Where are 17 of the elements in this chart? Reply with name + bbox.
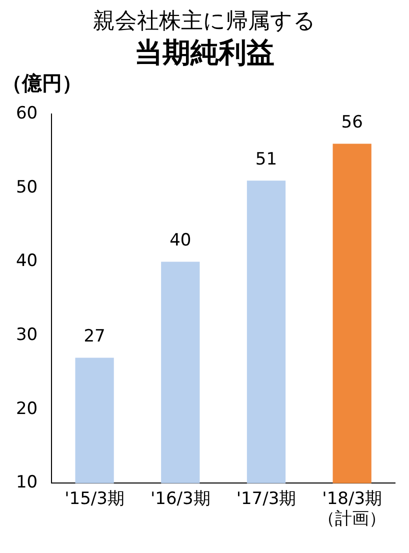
y-axis-title: （億円）	[2, 70, 83, 96]
data-label: 40	[170, 230, 192, 251]
x-tick-label: '15/3期	[64, 488, 124, 509]
y-tick-label: 10	[16, 472, 38, 493]
x-tick-label: '16/3期	[150, 488, 210, 509]
chart-subtitle: 当期純利益	[134, 36, 276, 70]
y-tick-label: 30	[16, 325, 38, 346]
data-label: 56	[341, 112, 363, 133]
data-label: 51	[255, 150, 278, 170]
y-tick-label: 20	[16, 398, 38, 419]
y-tick-label: 60	[16, 104, 38, 124]
data-label: 27	[84, 326, 106, 347]
x-tick-label: '17/3期	[236, 488, 296, 509]
y-tick-label: 40	[16, 251, 38, 272]
x-tick-label: '18/3期（計画）	[318, 488, 386, 530]
chart-title: 親会社株主に帰属する	[92, 8, 317, 36]
y-tick-label: 50	[16, 177, 38, 198]
